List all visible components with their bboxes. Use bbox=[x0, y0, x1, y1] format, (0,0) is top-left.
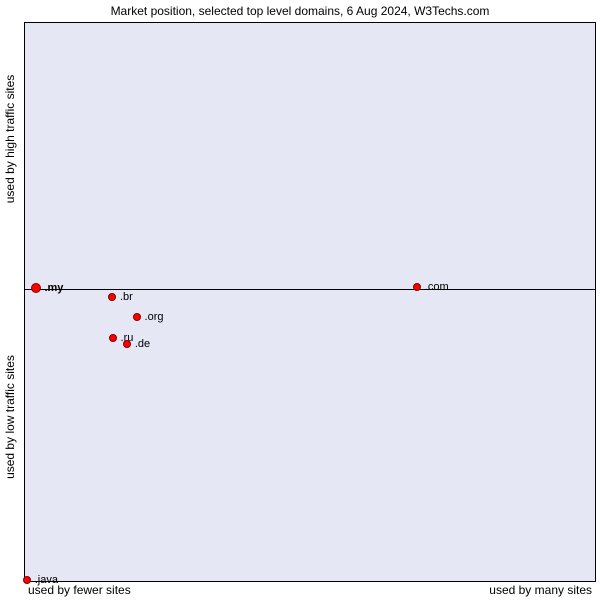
data-point bbox=[31, 283, 41, 293]
chart-container: Market position, selected top level doma… bbox=[0, 0, 600, 600]
data-point-label: .my bbox=[44, 282, 63, 294]
data-point-label: .de bbox=[135, 338, 150, 350]
data-point-label: .com bbox=[425, 281, 449, 293]
data-point bbox=[123, 340, 131, 348]
x-axis-label-left: used by fewer sites bbox=[28, 583, 131, 597]
mid-horizontal-line bbox=[25, 289, 595, 290]
y-axis-label-bottom: used by low traffic sites bbox=[3, 327, 17, 507]
data-point bbox=[108, 293, 116, 301]
data-point-label: .org bbox=[145, 311, 164, 323]
chart-title: Market position, selected top level doma… bbox=[0, 4, 600, 18]
data-point bbox=[109, 334, 117, 342]
plot-background bbox=[25, 23, 595, 581]
plot-area: .my.br.org.ru.de.com.java bbox=[24, 22, 596, 582]
data-point-label: .br bbox=[120, 291, 133, 303]
y-axis-label-top: used by high traffic sites bbox=[3, 49, 17, 229]
data-point bbox=[413, 283, 421, 291]
x-axis-label-right: used by many sites bbox=[489, 583, 592, 597]
data-point bbox=[133, 313, 141, 321]
